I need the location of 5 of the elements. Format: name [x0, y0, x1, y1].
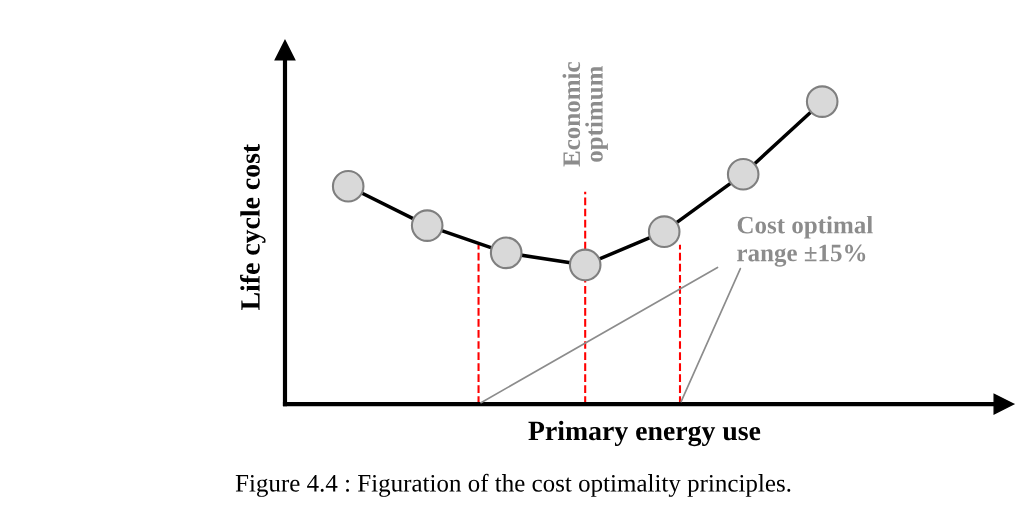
annotation: Economic optimum	[562, 62, 608, 167]
x-axis-title: Primary energy use	[528, 420, 761, 447]
annotation: Cost optimal range ±15%	[737, 215, 873, 267]
caption: Figure 4.4 : Figuration of the cost optimality principles.	[235, 473, 791, 497]
y-axis-title: Life cycle cost	[240, 143, 266, 310]
